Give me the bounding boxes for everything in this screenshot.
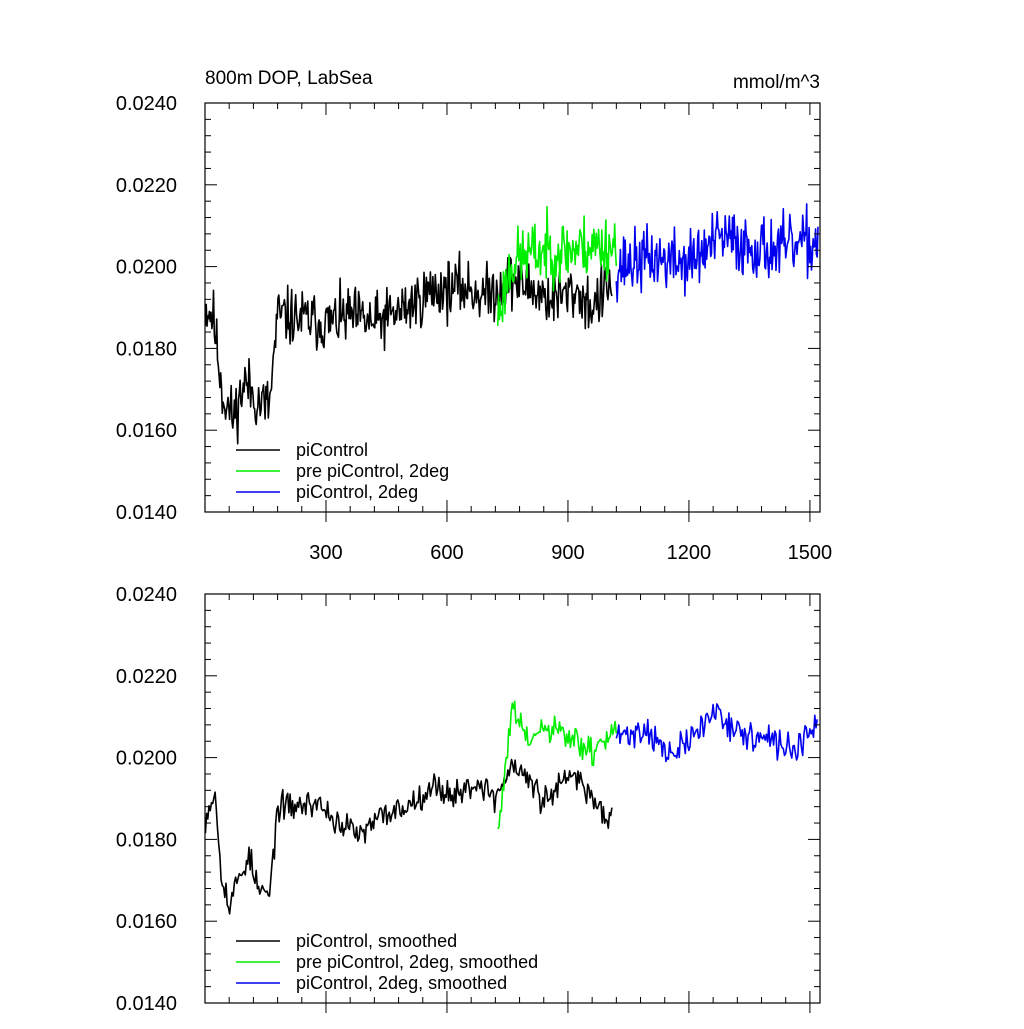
series-line-picontrol-smoothed [204, 758, 613, 915]
x-tick-label: 1200 [667, 542, 712, 564]
plot-frame [204, 102, 821, 513]
chart-title: 800m DOP, LabSea [205, 68, 373, 89]
y-tick-label: 0.0160 [116, 911, 177, 933]
legend-label: pre piControl, 2deg [296, 461, 449, 481]
x-tick-label: 300 [309, 542, 342, 564]
series-line-pre-picontrol-2deg-smoothed [497, 700, 618, 830]
series-line-pre-picontrol-2deg [497, 205, 618, 326]
legend-label: piControl, 2deg [296, 482, 418, 502]
legend-label: piControl, smoothed [296, 931, 457, 951]
x-tick-label: 900 [551, 542, 584, 564]
top-panel: 0.0140 0.0160 0.0180 0.0200 0.0220 0.0240 300 6… [116, 93, 832, 564]
y-tick-label: 0.0240 [116, 93, 177, 115]
y-tick-label: 0.0140 [116, 502, 177, 524]
y-tick-label: 0.0220 [116, 666, 177, 688]
y-tick-label: 0.0140 [116, 993, 177, 1015]
y-tick-label: 0.0200 [116, 748, 177, 770]
plot-frame [204, 593, 821, 1004]
y-tick-label: 0.0200 [116, 257, 177, 279]
series-lines [204, 700, 818, 915]
series-line-picontrol-2deg [615, 203, 819, 303]
y-tick-label: 0.0180 [116, 338, 177, 360]
bottom-panel: 0.0140 0.0160 0.0180 0.0200 0.0220 0.0240 piCo… [116, 584, 821, 1015]
units-label: mmol/m^3 [733, 72, 820, 93]
series-line-picontrol [204, 250, 613, 445]
y-tick-label: 0.0220 [116, 175, 177, 197]
y-tick-label: 0.0180 [116, 829, 177, 851]
x-tick-label: 1500 [788, 542, 833, 564]
series-lines [204, 203, 819, 445]
legend-label: piControl, 2deg, smoothed [296, 973, 507, 993]
series-line-picontrol-2deg-smoothed [615, 703, 818, 763]
legend-label: piControl [296, 440, 368, 460]
x-tick-label: 600 [430, 542, 463, 564]
y-tick-label: 0.0240 [116, 584, 177, 606]
legend-label: pre piControl, 2deg, smoothed [296, 952, 538, 972]
y-tick-label: 0.0160 [116, 420, 177, 442]
